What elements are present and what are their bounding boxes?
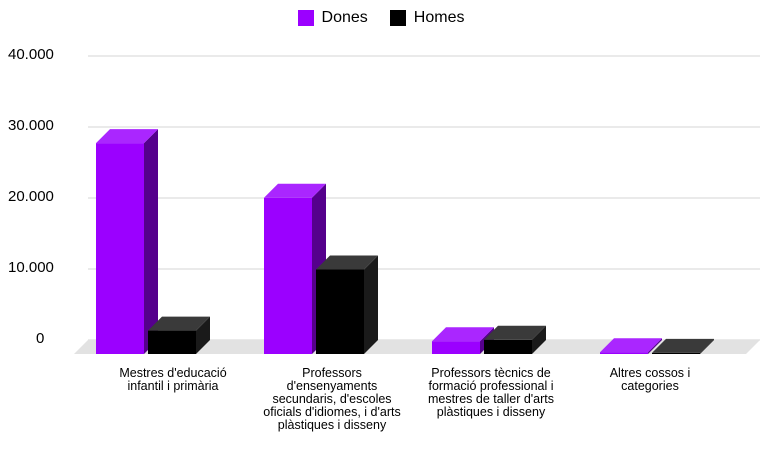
bar-top-homes — [316, 255, 378, 270]
x-tick-label: Altres cossos i categories — [609, 366, 691, 393]
bar-top-dones — [96, 129, 158, 144]
y-tick-label: 10.000 — [8, 259, 54, 276]
bar-side-dones — [144, 129, 158, 354]
legend-item-dones[interactable]: Dones — [297, 9, 368, 27]
legend-label-homes: Homes — [413, 9, 465, 26]
x-tick-label: Professors tècnics de formació professio… — [427, 366, 555, 419]
bar-side-homes — [700, 338, 714, 354]
legend-swatch-homes — [389, 10, 406, 26]
legend: Dones Homes — [0, 9, 762, 27]
bar-homes — [652, 352, 700, 354]
bar-top-homes — [484, 325, 546, 340]
legend-label-dones: Dones — [321, 9, 368, 26]
x-tick-label: Mestres d'educació infantil i primària — [119, 366, 227, 393]
chart-floor — [74, 340, 760, 354]
bar-homes — [484, 339, 532, 354]
bar-top-dones — [600, 338, 662, 353]
bar-side-homes — [196, 316, 210, 354]
bar-top-homes — [148, 316, 210, 331]
bar-top-homes — [652, 338, 714, 353]
legend-swatch-dones — [297, 10, 314, 26]
y-tick-label: 40.000 — [8, 46, 54, 63]
x-tick-label: Professors d'ensenyaments secundaris, d'… — [263, 366, 401, 432]
bar-top-dones — [432, 327, 494, 342]
bar-side-homes — [532, 325, 546, 354]
bar-dones — [264, 197, 312, 354]
bar-homes — [316, 269, 364, 354]
y-tick-label: 0 — [36, 330, 45, 347]
bar-dones — [432, 341, 480, 354]
bar-side-dones — [648, 338, 662, 354]
bar-top-dones — [264, 183, 326, 198]
y-tick-label: 30.000 — [8, 117, 54, 134]
legend-item-homes[interactable]: Homes — [389, 9, 465, 27]
bar-dones — [96, 143, 144, 354]
y-tick-label: 20.000 — [8, 188, 54, 205]
bar-side-homes — [364, 255, 378, 354]
bar-homes — [148, 330, 196, 354]
bar-dones — [600, 352, 648, 354]
